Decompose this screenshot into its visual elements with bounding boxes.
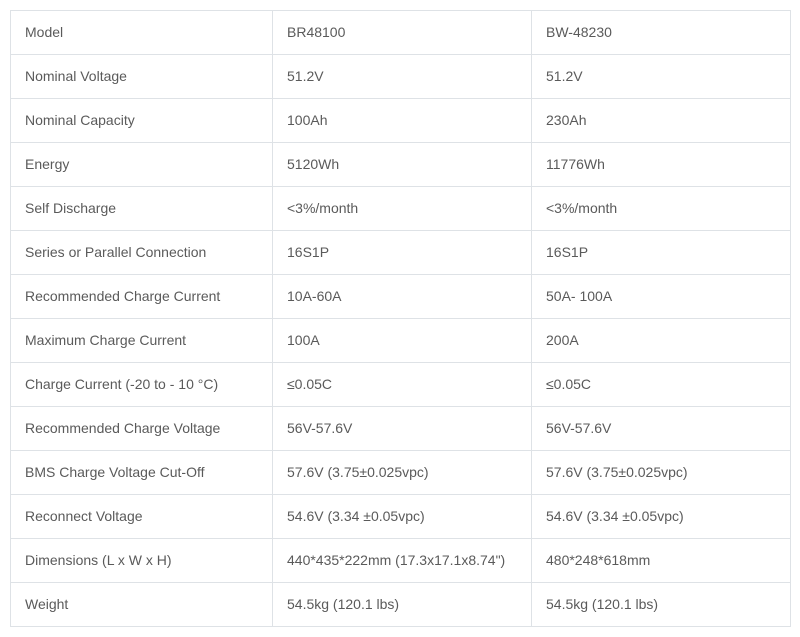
- spec-model2: 51.2V: [532, 55, 791, 99]
- spec-label: Model: [11, 11, 273, 55]
- spec-model1: 16S1P: [273, 231, 532, 275]
- table-row: Charge Current (-20 to - 10 °C)≤0.05C≤0.…: [11, 363, 791, 407]
- spec-label: Nominal Voltage: [11, 55, 273, 99]
- spec-label: Maximum Charge Current: [11, 319, 273, 363]
- spec-model2: 230Ah: [532, 99, 791, 143]
- spec-model1: 100A: [273, 319, 532, 363]
- spec-model2: 54.5kg (120.1 lbs): [532, 583, 791, 627]
- spec-label: Recommended Charge Voltage: [11, 407, 273, 451]
- spec-model2: 54.6V (3.34 ±0.05vpc): [532, 495, 791, 539]
- spec-model2: 11776Wh: [532, 143, 791, 187]
- table-row: Nominal Capacity100Ah230Ah: [11, 99, 791, 143]
- spec-label: Reconnect Voltage: [11, 495, 273, 539]
- spec-model1: 51.2V: [273, 55, 532, 99]
- table-row: Maximum Charge Current100A200A: [11, 319, 791, 363]
- spec-model1: 100Ah: [273, 99, 532, 143]
- spec-model1: 5120Wh: [273, 143, 532, 187]
- table-row: Recommended Charge Voltage56V-57.6V56V-5…: [11, 407, 791, 451]
- spec-model1: 10A-60A: [273, 275, 532, 319]
- table-row: Dimensions (L x W x H)440*435*222mm (17.…: [11, 539, 791, 583]
- spec-model1: BR48100: [273, 11, 532, 55]
- spec-model2: 200A: [532, 319, 791, 363]
- spec-model1: 440*435*222mm (17.3x17.1x8.74"): [273, 539, 532, 583]
- table-row: Self Discharge<3%/month<3%/month: [11, 187, 791, 231]
- spec-model2: 50A- 100A: [532, 275, 791, 319]
- spec-label: Weight: [11, 583, 273, 627]
- spec-label: Charge Current (-20 to - 10 °C): [11, 363, 273, 407]
- table-row: Nominal Voltage51.2V51.2V: [11, 55, 791, 99]
- table-row: Energy5120Wh11776Wh: [11, 143, 791, 187]
- spec-model2: ≤0.05C: [532, 363, 791, 407]
- spec-model2: 56V-57.6V: [532, 407, 791, 451]
- spec-label: Self Discharge: [11, 187, 273, 231]
- spec-model1: 56V-57.6V: [273, 407, 532, 451]
- spec-model2: <3%/month: [532, 187, 791, 231]
- table-row: BMS Charge Voltage Cut-Off57.6V (3.75±0.…: [11, 451, 791, 495]
- table-row: Recommended Charge Current10A-60A50A- 10…: [11, 275, 791, 319]
- spec-model1: 57.6V (3.75±0.025vpc): [273, 451, 532, 495]
- spec-model1: <3%/month: [273, 187, 532, 231]
- table-row: Reconnect Voltage54.6V (3.34 ±0.05vpc)54…: [11, 495, 791, 539]
- table-row: Weight54.5kg (120.1 lbs)54.5kg (120.1 lb…: [11, 583, 791, 627]
- spec-model2: 57.6V (3.75±0.025vpc): [532, 451, 791, 495]
- spec-label: Series or Parallel Connection: [11, 231, 273, 275]
- spec-model1: 54.5kg (120.1 lbs): [273, 583, 532, 627]
- spec-table: ModelBR48100BW-48230 Nominal Voltage51.2…: [10, 10, 791, 627]
- spec-label: Nominal Capacity: [11, 99, 273, 143]
- spec-label: Dimensions (L x W x H): [11, 539, 273, 583]
- spec-model2: 480*248*618mm: [532, 539, 791, 583]
- spec-model2: 16S1P: [532, 231, 791, 275]
- table-row: Series or Parallel Connection16S1P16S1P: [11, 231, 791, 275]
- spec-label: BMS Charge Voltage Cut-Off: [11, 451, 273, 495]
- spec-model1: 54.6V (3.34 ±0.05vpc): [273, 495, 532, 539]
- spec-model2: BW-48230: [532, 11, 791, 55]
- spec-model1: ≤0.05C: [273, 363, 532, 407]
- spec-label: Energy: [11, 143, 273, 187]
- spec-label: Recommended Charge Current: [11, 275, 273, 319]
- table-row: ModelBR48100BW-48230: [11, 11, 791, 55]
